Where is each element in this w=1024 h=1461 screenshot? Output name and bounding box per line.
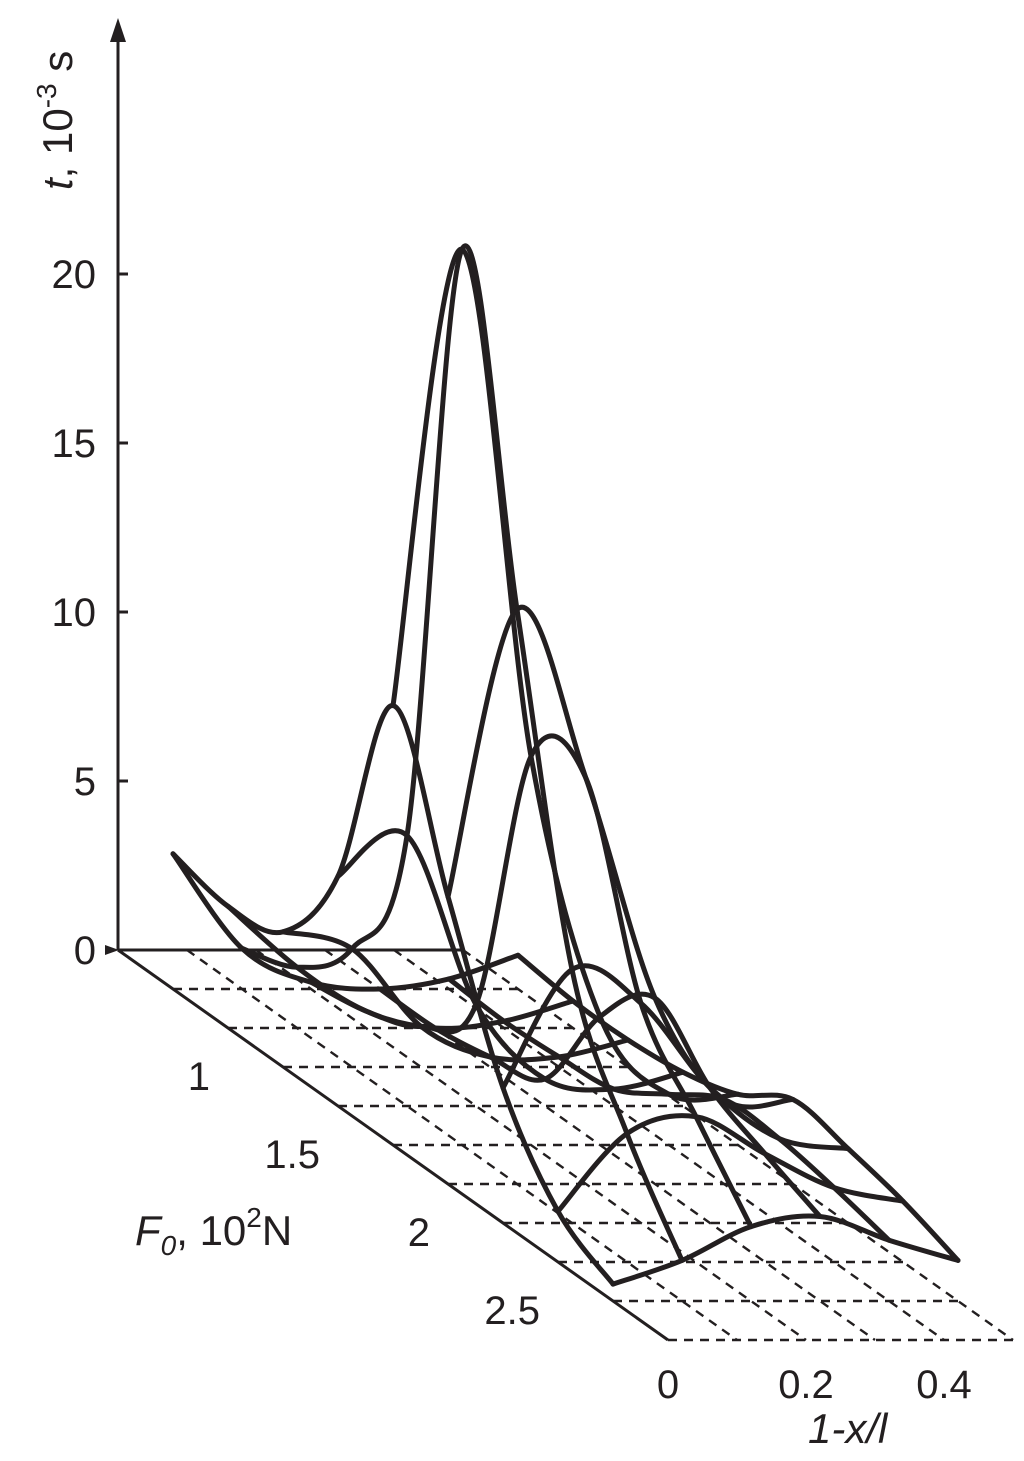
base-grid-line-width [393, 949, 945, 1341]
mesh-line-f0-8 [610, 1213, 961, 1287]
y-tick-label: 2 [408, 1211, 430, 1255]
x-tick-label: 0 [657, 1363, 679, 1407]
y-tick-label: 1.5 [264, 1133, 320, 1177]
x-axis-title: 1-x/l [808, 1405, 889, 1452]
z-tick-label: 5 [74, 760, 96, 804]
z-axis-title: t, 10-3 s [31, 51, 81, 190]
z-axis-arrow-icon [110, 18, 126, 42]
base-grid-line-width [462, 949, 1014, 1341]
x-tick-label: 0.2 [778, 1363, 834, 1407]
x-tick-label: 0.4 [916, 1363, 972, 1407]
z-tick-label: 10 [52, 591, 97, 635]
surface-mesh [170, 243, 961, 1287]
mesh-line-f0-1 [225, 903, 576, 1031]
z-ticks: 0 5 10 15 20 [52, 253, 128, 973]
mesh-line-x-4 [446, 976, 892, 1243]
z-tick-label: 15 [52, 422, 97, 466]
mesh-line-x-1 [239, 243, 685, 1263]
x-ticks: 0 0.2 0.4 [657, 1363, 972, 1407]
mesh-line-x-3 [377, 986, 823, 1219]
mesh-line-f0-0 [170, 851, 521, 992]
z-tick-label: 0 [74, 929, 96, 973]
y-axis-title: F0, 102N [135, 1202, 292, 1261]
z-tick-label: 20 [52, 253, 97, 297]
y-tick-label: 2.5 [484, 1289, 540, 1333]
mesh-line-f0-4 [390, 246, 741, 1103]
mesh-line-f0-5 [445, 604, 796, 1110]
mesh-line-x-2 [308, 733, 754, 1230]
mesh-line-f0-2 [280, 929, 631, 1063]
y-ticks: 1 1.5 2 2.5 [188, 1055, 540, 1333]
y-tick-label: 1 [188, 1055, 210, 1099]
mesh-line-f0-7 [555, 1113, 906, 1214]
mesh-line-x-0 [170, 703, 616, 1287]
mesh-line-x-5 [515, 952, 961, 1263]
base-grid-line-width [255, 949, 807, 1341]
